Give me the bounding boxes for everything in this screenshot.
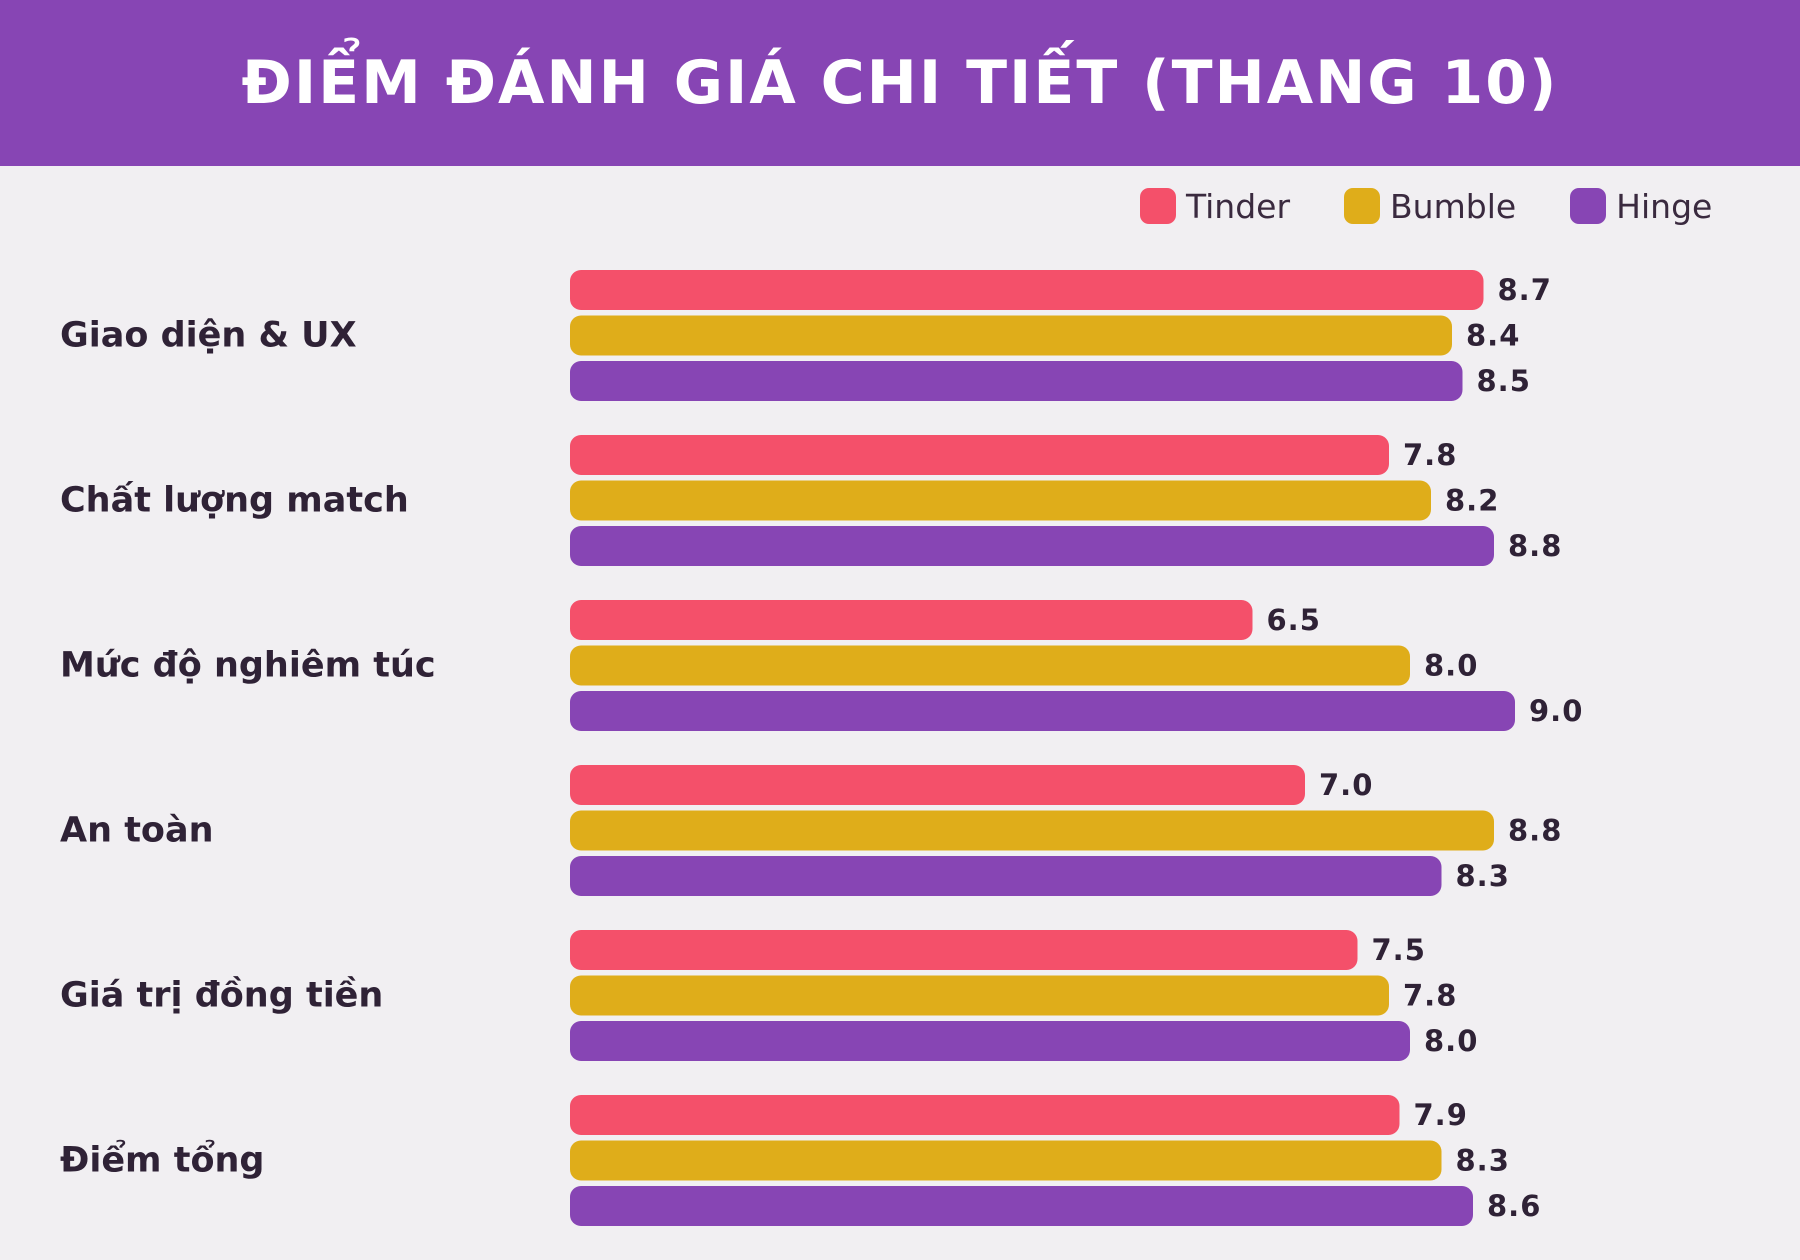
value-label: 7.9: [1414, 1098, 1468, 1132]
bar-hinge: [570, 1021, 1410, 1061]
value-label: 6.5: [1267, 603, 1321, 637]
value-label: 7.8: [1403, 979, 1457, 1013]
category-label: Giao diện & UX: [60, 316, 357, 356]
legend-label: Bumble: [1390, 186, 1517, 226]
category-label: Giá trị đồng tiền: [60, 975, 383, 1016]
chart-title: ĐIỂM ĐÁNH GIÁ CHI TIẾT (THANG 10): [241, 48, 1559, 118]
legend-item-bumble: Bumble: [1344, 187, 1516, 226]
category-label: Chất lượng match: [60, 481, 409, 521]
bar-hinge: [570, 526, 1494, 566]
bar-hinge: [570, 1186, 1473, 1226]
legend-swatch: [1140, 188, 1176, 224]
bar-bumble: [570, 480, 1431, 521]
legend-label: Tinder: [1186, 186, 1291, 226]
value-label: 8.7: [1498, 273, 1552, 307]
bar-bumble: [570, 1140, 1442, 1181]
value-label: 7.8: [1403, 438, 1457, 472]
chart-header: ĐIỂM ĐÁNH GIÁ CHI TIẾT (THANG 10): [0, 0, 1800, 166]
bar-bumble: [570, 975, 1389, 1016]
legend-swatch: [1570, 188, 1607, 224]
legend-label: Hinge: [1616, 186, 1713, 226]
category-label: Mức độ nghiêm túc: [60, 646, 436, 686]
bar-bumble: [570, 810, 1494, 851]
value-label: 8.8: [1508, 529, 1562, 563]
value-label: 7.0: [1319, 768, 1373, 802]
bar-tinder: [570, 1095, 1400, 1135]
value-label: 8.3: [1456, 1144, 1510, 1178]
value-label: 8.3: [1456, 859, 1510, 893]
legend: Tinder Bumble Hinge: [1140, 186, 1712, 226]
value-label: 8.2: [1445, 484, 1499, 518]
bar-hinge: [570, 691, 1515, 731]
bar-tinder: [570, 765, 1305, 805]
bar-tinder: [570, 270, 1484, 310]
value-label: 9.0: [1529, 694, 1583, 728]
category-label: An toàn: [60, 811, 214, 851]
bar-hinge: [570, 361, 1463, 401]
value-label: 8.6: [1487, 1189, 1541, 1223]
legend-item-tinder: Tinder: [1140, 187, 1290, 226]
bar-hinge: [570, 856, 1442, 896]
value-label: 8.8: [1508, 814, 1562, 848]
category-label: Điểm tổng: [60, 1139, 264, 1181]
value-label: 8.5: [1477, 364, 1531, 398]
value-label: 7.5: [1372, 933, 1426, 967]
value-label: 8.0: [1424, 1024, 1478, 1058]
bar-bumble: [570, 645, 1410, 686]
bar-tinder: [570, 600, 1253, 640]
bar-tinder: [570, 930, 1358, 970]
value-label: 8.0: [1424, 649, 1478, 683]
bar-bumble: [570, 315, 1452, 356]
legend-swatch: [1344, 188, 1381, 224]
legend-item-hinge: Hinge: [1570, 187, 1712, 226]
bar-tinder: [570, 435, 1389, 475]
value-label: 8.4: [1466, 319, 1520, 353]
